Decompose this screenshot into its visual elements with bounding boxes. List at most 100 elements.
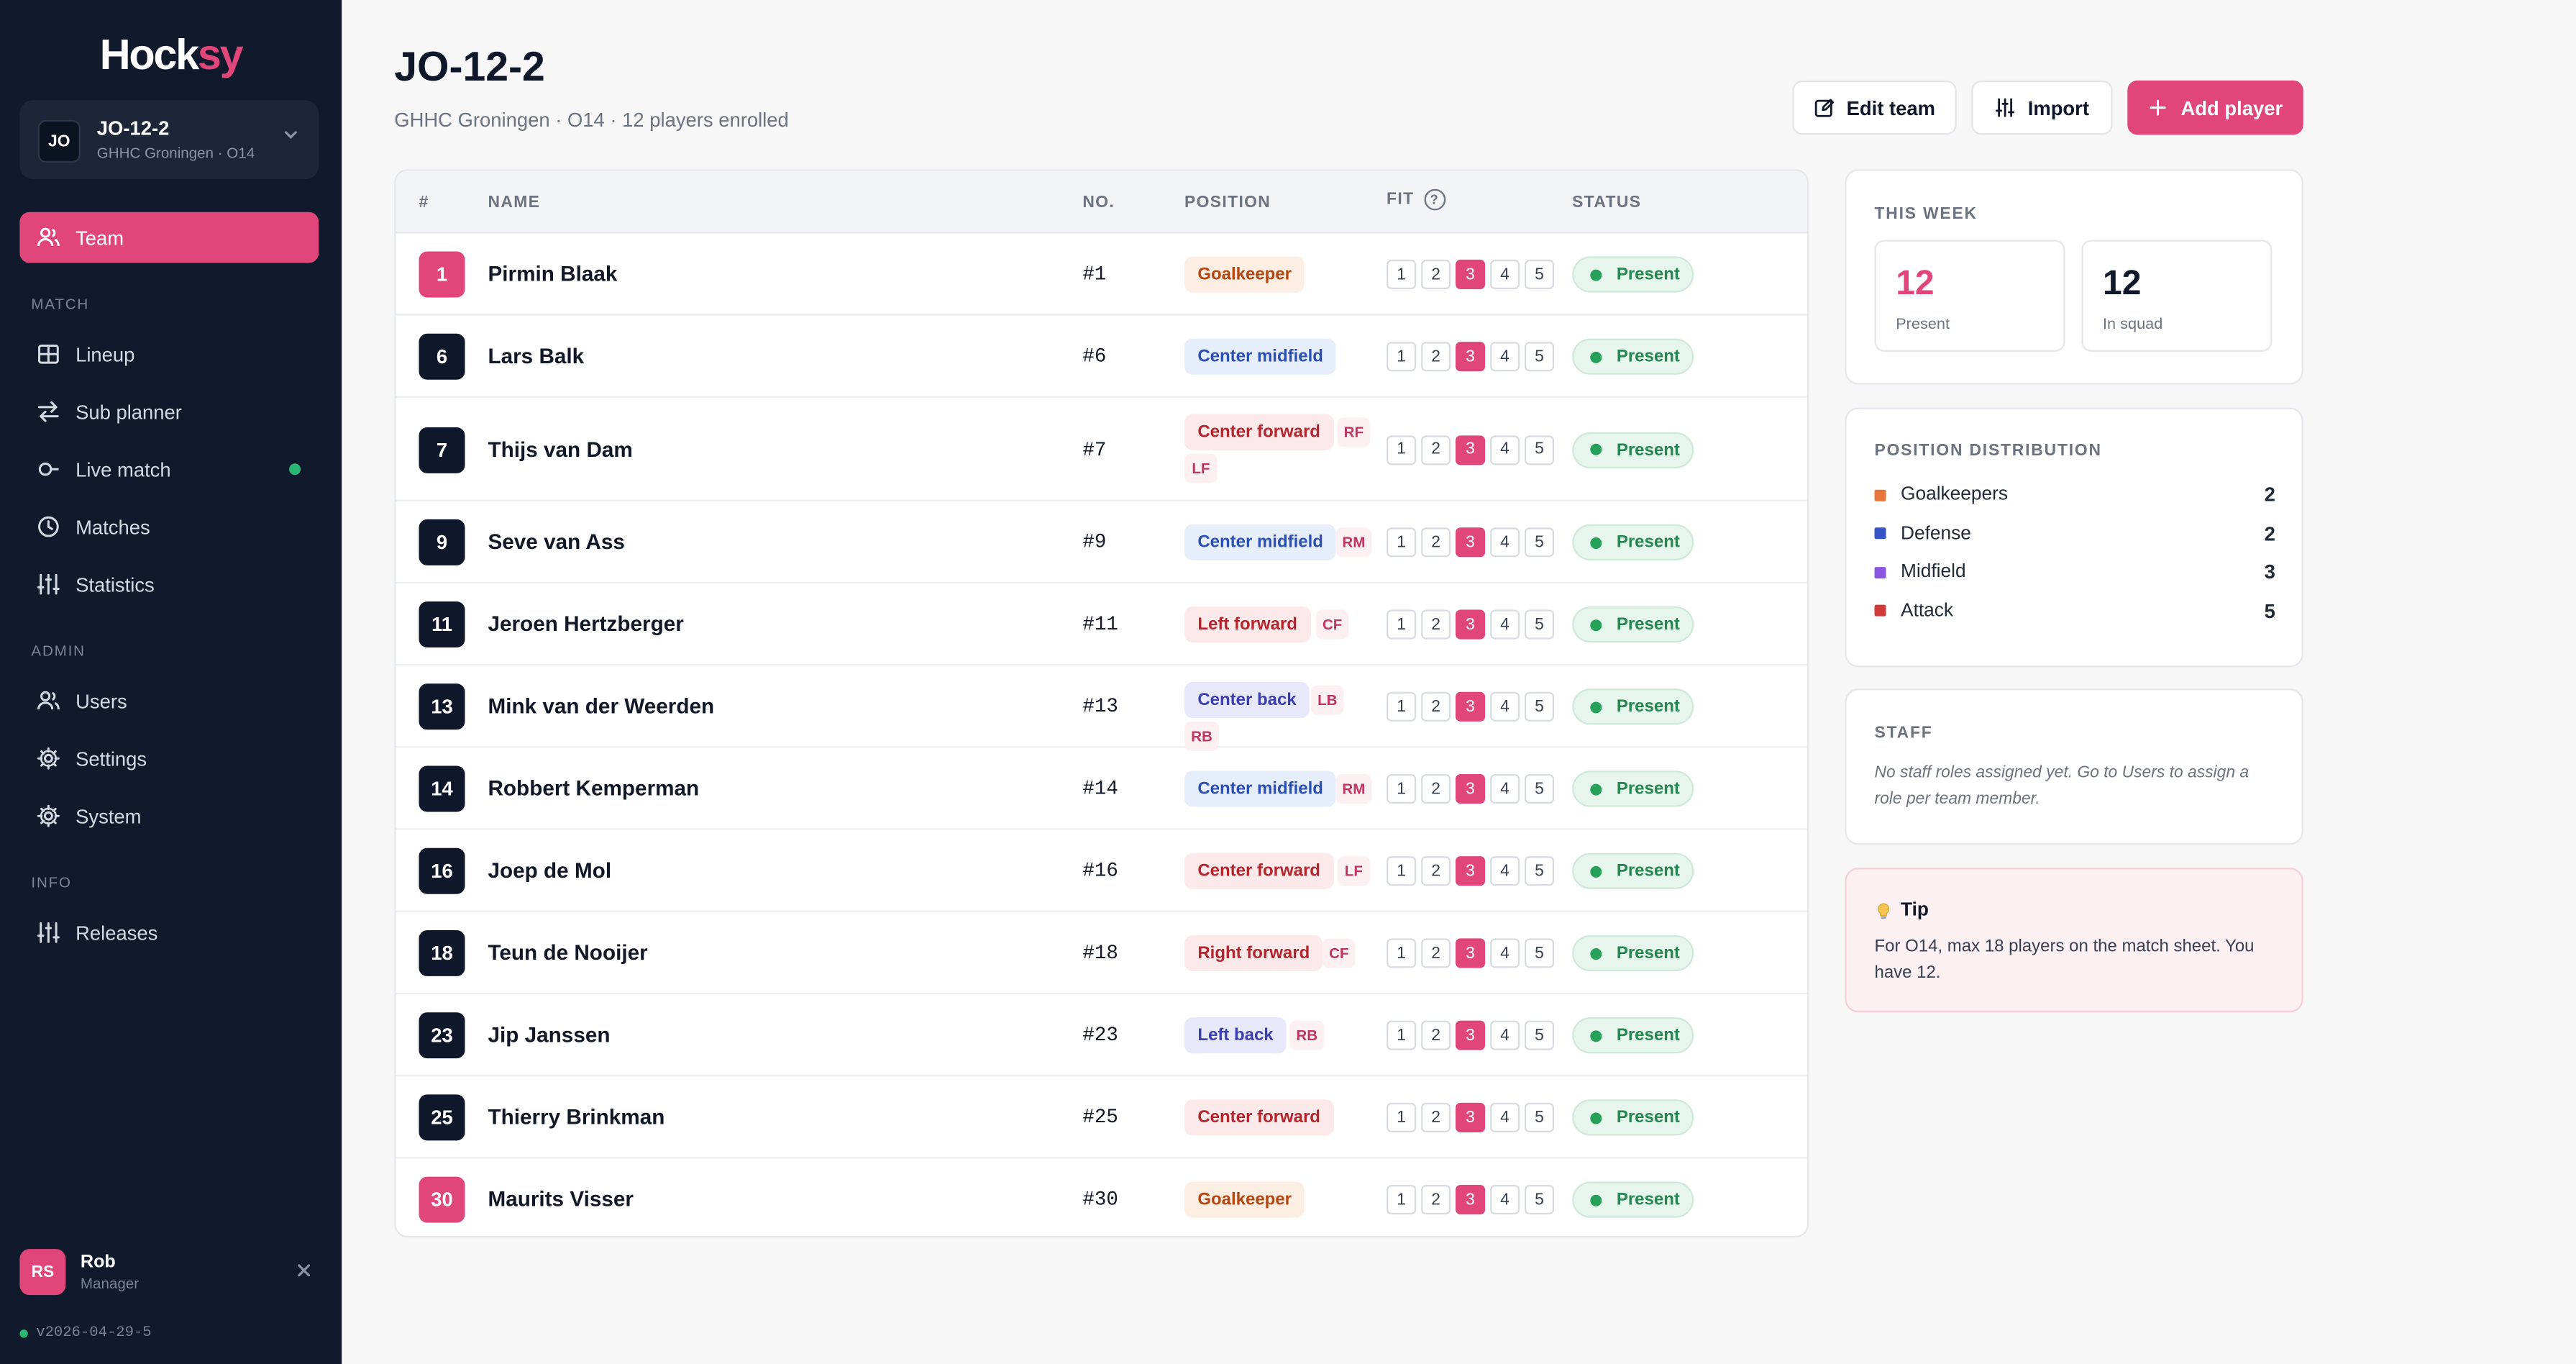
fit-option[interactable]: 1 (1387, 342, 1417, 372)
fit-option[interactable]: 1 (1387, 938, 1417, 968)
fit-option[interactable]: 1 (1387, 609, 1417, 640)
fit-option[interactable]: 4 (1489, 609, 1520, 640)
fit-option[interactable]: 5 (1524, 609, 1555, 640)
table-row[interactable]: 9 Seve van Ass #9 Center midfield RM 1 2 3 4 5 Pre… (396, 501, 1807, 583)
status-badge[interactable]: Present (1572, 1017, 1694, 1054)
status-badge[interactable]: Present (1572, 524, 1694, 560)
player-name[interactable]: Thijs van Dam (488, 436, 633, 461)
col-status[interactable]: STATUS (1572, 194, 1642, 212)
nav-team[interactable]: Team (19, 212, 319, 263)
fit-option[interactable]: 4 (1489, 259, 1520, 290)
player-name[interactable]: Jeroen Hertzberger (488, 611, 684, 637)
table-row[interactable]: 1 Pirmin Blaak #1 Goalkeeper 1 2 3 4 5 Present (396, 233, 1807, 316)
player-name[interactable]: Thierry Brinkman (488, 1104, 665, 1129)
fit-option[interactable]: 1 (1387, 527, 1417, 558)
fit-option[interactable]: 2 (1421, 856, 1451, 886)
fit-option[interactable]: 3 (1455, 259, 1486, 290)
col-position[interactable]: POSITION (1184, 194, 1271, 212)
fit-option[interactable]: 3 (1455, 527, 1486, 558)
fit-option[interactable]: 3 (1455, 342, 1486, 372)
fit-option[interactable]: 3 (1455, 435, 1486, 465)
fit-option[interactable]: 3 (1455, 1185, 1486, 1215)
fit-option[interactable]: 1 (1387, 1020, 1417, 1050)
table-row[interactable]: 30 Maurits Visser #30 Goalkeeper 1 2 3 4 5 Presen… (396, 1159, 1807, 1236)
status-badge[interactable]: Present (1572, 1181, 1694, 1218)
fit-option[interactable]: 3 (1455, 609, 1486, 640)
table-row[interactable]: 25 Thierry Brinkman #25 Center forward 1 2 3 4 5… (396, 1076, 1807, 1159)
nav-live-match[interactable]: Live match (19, 444, 319, 495)
player-name[interactable]: Maurits Visser (488, 1186, 634, 1211)
table-row[interactable]: 11 Jeroen Hertzberger #11 Left forward CF 1 2 3… (396, 583, 1807, 666)
table-row[interactable]: 6 Lars Balk #6 Center midfield 1 2 3 4 5 Present (396, 316, 1807, 398)
fit-option[interactable]: 1 (1387, 1185, 1417, 1215)
status-badge[interactable]: Present (1572, 431, 1694, 468)
status-badge[interactable]: Present (1572, 688, 1694, 725)
table-row[interactable]: 13 Mink van der Weerden #13 Center back LB RB… (396, 665, 1807, 751)
fit-option[interactable]: 3 (1455, 1102, 1486, 1132)
fit-option[interactable]: 5 (1524, 856, 1555, 886)
status-badge[interactable]: Present (1572, 606, 1694, 643)
fit-option[interactable]: 4 (1489, 435, 1520, 465)
fit-option[interactable]: 2 (1421, 1102, 1451, 1132)
fit-option[interactable]: 2 (1421, 1185, 1451, 1215)
fit-option[interactable]: 4 (1489, 938, 1520, 968)
player-name[interactable]: Lars Balk (488, 343, 585, 368)
fit-option[interactable]: 2 (1421, 435, 1451, 465)
table-row[interactable]: 23 Jip Janssen #23 Left back RB 1 2 3 4 5 Present (396, 994, 1807, 1077)
fit-option[interactable]: 3 (1455, 1020, 1486, 1050)
player-name[interactable]: Pirmin Blaak (488, 261, 618, 286)
player-name[interactable]: Joep de Mol (488, 858, 612, 883)
close-icon[interactable] (296, 1262, 312, 1278)
fit-option[interactable]: 5 (1524, 1102, 1555, 1132)
fit-option[interactable]: 4 (1489, 1185, 1520, 1215)
fit-option[interactable]: 5 (1524, 938, 1555, 968)
fit-option[interactable]: 1 (1387, 691, 1417, 722)
fit-option[interactable]: 3 (1455, 773, 1486, 804)
nav-users[interactable]: Users (19, 676, 319, 727)
col-name[interactable]: NAME (488, 194, 541, 212)
player-name[interactable]: Mink van der Weerden (488, 694, 715, 719)
team-switcher[interactable]: JO JO-12-2 GHHC Groningen · O14 (19, 100, 319, 179)
status-badge[interactable]: Present (1572, 935, 1694, 972)
fit-option[interactable]: 1 (1387, 856, 1417, 886)
help-icon[interactable]: ? (1424, 188, 1445, 211)
status-badge[interactable]: Present (1572, 256, 1694, 293)
fit-option[interactable]: 4 (1489, 1020, 1520, 1050)
player-name[interactable]: Jip Janssen (488, 1022, 611, 1047)
fit-option[interactable]: 1 (1387, 1102, 1417, 1132)
fit-option[interactable]: 5 (1524, 773, 1555, 804)
fit-option[interactable]: 2 (1421, 342, 1451, 372)
nav-system[interactable]: System (19, 791, 319, 842)
fit-option[interactable]: 2 (1421, 938, 1451, 968)
col-fit[interactable]: FIT? (1387, 188, 1445, 211)
fit-option[interactable]: 5 (1524, 691, 1555, 722)
fit-option[interactable]: 4 (1489, 773, 1520, 804)
nav-settings[interactable]: Settings (19, 733, 319, 784)
edit-team-button[interactable]: Edit team (1792, 80, 1957, 135)
fit-option[interactable]: 5 (1524, 1020, 1555, 1050)
nav-lineup[interactable]: Lineup (19, 329, 319, 380)
fit-option[interactable]: 2 (1421, 609, 1451, 640)
fit-option[interactable]: 4 (1489, 527, 1520, 558)
fit-option[interactable]: 4 (1489, 691, 1520, 722)
nav-sub-planner[interactable]: Sub planner (19, 386, 319, 437)
table-row[interactable]: 14 Robbert Kemperman #14 Center midfield RM 1… (396, 747, 1807, 830)
player-name[interactable]: Teun de Nooijer (488, 940, 648, 965)
fit-option[interactable]: 5 (1524, 527, 1555, 558)
status-badge[interactable]: Present (1572, 338, 1694, 375)
import-button[interactable]: Import (1971, 80, 2113, 135)
table-row[interactable]: 18 Teun de Nooijer #18 Right forward CF 1 2 3 4 5… (396, 912, 1807, 995)
status-badge[interactable]: Present (1572, 1099, 1694, 1136)
fit-option[interactable]: 3 (1455, 691, 1486, 722)
fit-option[interactable]: 2 (1421, 259, 1451, 290)
fit-option[interactable]: 5 (1524, 259, 1555, 290)
player-name[interactable]: Robbert Kemperman (488, 776, 700, 801)
table-row[interactable]: 16 Joep de Mol #16 Center forward LF 1 2 3 4 5 Pre… (396, 830, 1807, 912)
col-number[interactable]: NO. (1082, 194, 1115, 212)
app-logo[interactable]: Hocksy (99, 29, 244, 79)
fit-option[interactable]: 4 (1489, 856, 1520, 886)
nav-statistics[interactable]: Statistics (19, 559, 319, 610)
status-badge[interactable]: Present (1572, 852, 1694, 889)
table-row[interactable]: 7 Thijs van Dam #7 Center forward RF LF 1 2 3 4 5 P… (396, 398, 1807, 501)
add-player-button[interactable]: Add player (2127, 80, 2303, 135)
